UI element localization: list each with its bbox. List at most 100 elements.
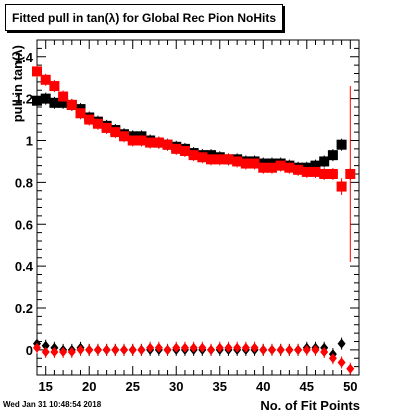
- timestamp: Wed Jan 31 10:48:54 2018: [3, 400, 102, 409]
- data-point-diamond: [233, 342, 242, 353]
- data-point-square: [40, 93, 51, 104]
- data-point-square: [145, 137, 156, 148]
- data-point-diamond: [41, 346, 50, 357]
- data-point-diamond: [267, 344, 276, 355]
- data-point-square: [310, 160, 321, 171]
- data-point-diamond: [302, 344, 311, 355]
- data-point-diamond: [76, 344, 85, 355]
- x-tick-label: 30: [169, 379, 183, 394]
- data-point-square: [275, 160, 286, 171]
- data-point-diamond: [285, 344, 294, 355]
- data-point-square: [206, 154, 217, 165]
- data-point-diamond: [154, 342, 163, 353]
- data-point-square: [58, 97, 69, 108]
- data-point-square: [179, 145, 190, 156]
- data-point-diamond: [198, 342, 207, 353]
- chart-title: Fitted pull in tan(λ) for Global Rec Pio…: [12, 10, 276, 25]
- y-tick-label: 0.8: [15, 175, 33, 190]
- data-point-diamond: [102, 344, 111, 355]
- data-point-square: [293, 164, 304, 175]
- data-point-diamond: [189, 342, 198, 353]
- data-point-diamond: [259, 344, 268, 355]
- x-tick-label: 25: [125, 379, 139, 394]
- data-point-square: [66, 99, 77, 110]
- data-point-square: [49, 81, 60, 92]
- data-point-diamond: [276, 344, 285, 355]
- data-point-square: [40, 74, 51, 85]
- x-tick-label: 50: [343, 379, 357, 394]
- data-point-diamond: [85, 344, 94, 355]
- data-point-square: [171, 143, 182, 154]
- y-tick-label: 0.6: [15, 217, 33, 232]
- axis-ticks: [36, 39, 360, 376]
- data-point-square: [240, 158, 251, 169]
- data-point-square: [84, 114, 95, 125]
- data-point-diamond: [59, 346, 68, 357]
- data-point-square: [232, 156, 243, 167]
- y-axis-label: pull in tan(λ): [10, 45, 25, 122]
- data-point-square: [188, 150, 199, 161]
- data-point-square: [119, 131, 130, 142]
- data-point-square: [319, 169, 330, 179]
- data-point-square: [127, 135, 138, 146]
- data-point-diamond: [328, 353, 337, 364]
- data-point-square: [249, 158, 260, 169]
- data-point-diamond: [337, 357, 346, 368]
- data-point-square: [153, 137, 164, 148]
- y-tick-label: 0: [26, 343, 33, 358]
- data-point-diamond: [250, 342, 259, 353]
- data-point-square: [327, 169, 338, 179]
- data-point-diamond: [215, 342, 224, 353]
- data-point-square: [336, 181, 347, 192]
- data-point-square: [197, 152, 208, 163]
- data-point-diamond: [33, 342, 41, 353]
- data-point-diamond: [180, 342, 189, 353]
- tick-labels: 15 20 25 30 35 40 45 50 0 0.2 0.4 0.6 0.8 1 1.2 1.4: [15, 50, 358, 394]
- data-point-square: [32, 66, 42, 77]
- data-point-diamond: [93, 344, 102, 355]
- data-point-square: [101, 122, 112, 133]
- data-point-square: [92, 118, 103, 129]
- y-tick-label: 0.4: [15, 259, 34, 274]
- data-point-square: [58, 91, 69, 102]
- x-tick-label: 20: [82, 379, 96, 394]
- data-point-square: [75, 108, 86, 119]
- data-point-diamond: [241, 342, 250, 353]
- data-point-diamond: [163, 344, 172, 355]
- data-point-square: [32, 95, 42, 106]
- data-point-diamond: [146, 342, 155, 353]
- x-axis-label: No. of Fit Points: [260, 398, 360, 413]
- y-tick-label: 1.2: [15, 92, 33, 107]
- y-tick-label: 0.2: [15, 301, 33, 316]
- data-point-square: [327, 150, 338, 161]
- y-tick-label: 1.4: [15, 50, 34, 65]
- data-point-diamond: [224, 342, 233, 353]
- data-point-diamond: [67, 346, 76, 357]
- data-point-square: [336, 139, 347, 150]
- data-point-square: [345, 169, 356, 179]
- data-point-diamond: [294, 344, 303, 355]
- data-point-square: [319, 156, 330, 167]
- data-point-diamond: [172, 342, 181, 353]
- data-point-square: [301, 166, 312, 177]
- x-tick-label: 15: [38, 379, 52, 394]
- y-tick-label: 1: [26, 134, 33, 149]
- data-point-square: [258, 162, 269, 173]
- data-points: [32, 66, 356, 374]
- x-tick-label: 35: [213, 379, 227, 394]
- data-point-diamond: [137, 344, 146, 355]
- data-point-diamond: [311, 344, 320, 355]
- data-point-diamond: [120, 344, 129, 355]
- data-point-diamond: [128, 344, 137, 355]
- data-point-square: [110, 127, 121, 138]
- data-point-square: [266, 162, 277, 173]
- data-point-square: [214, 154, 225, 165]
- data-point-square: [162, 139, 173, 150]
- data-point-square: [310, 166, 321, 177]
- data-point-square: [136, 135, 147, 146]
- data-point-diamond: [41, 340, 50, 351]
- data-point-diamond: [111, 344, 120, 355]
- chart-title-box: Fitted pull in tan(λ) for Global Rec Pio…: [5, 4, 283, 31]
- data-point-diamond: [337, 338, 346, 349]
